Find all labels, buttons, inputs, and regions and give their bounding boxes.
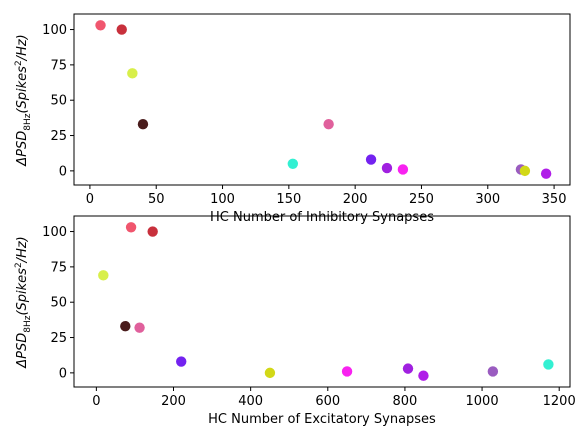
top-data-point <box>127 68 138 79</box>
top-plot-ticks: 0 50 100 150 200 250 300 350 0 25 50 75 100 <box>42 23 566 207</box>
top-scatter-plot: 0 50 100 150 200 250 300 350 0 25 50 75 100 HC Numbe… <box>14 13 571 225</box>
bottom-plot-frame <box>73 215 571 388</box>
top-x-tick-label: 150 <box>276 192 301 207</box>
top-data-point <box>116 24 127 35</box>
top-data-point <box>323 119 334 130</box>
top-x-tick-label: 50 <box>148 192 165 207</box>
bottom-x-tick-label: 800 <box>393 394 418 409</box>
top-data-point <box>381 162 393 174</box>
bottom-y-axis-label: ΔPSD8Hz(Spikes2/Hz) <box>14 236 33 369</box>
top-y-tick-label: 50 <box>50 94 67 109</box>
top-data-point <box>365 154 377 165</box>
bottom-y-tick-label: 0 <box>59 366 67 381</box>
bottom-data-point <box>134 322 145 333</box>
top-plot-points <box>95 20 552 179</box>
bottom-y-tick-label: 100 <box>42 225 67 240</box>
top-x-tick-label: 350 <box>542 192 567 207</box>
bottom-plot-ticks: 0 200 400 600 800 1000 1200 0 25 50 75 100 <box>42 225 576 409</box>
bottom-data-point <box>487 366 499 377</box>
bottom-y-tick-label: 25 <box>50 331 67 346</box>
bottom-x-axis-label: HC Number of Excitatory Synapses <box>208 412 436 427</box>
bottom-plot-points <box>98 222 554 381</box>
bottom-data-point <box>341 366 353 377</box>
bottom-data-point <box>176 356 187 367</box>
bottom-x-tick-label: 200 <box>161 394 186 409</box>
top-x-tick-label: 250 <box>409 192 434 207</box>
top-x-tick-label: 200 <box>343 192 368 207</box>
top-x-tick-label: 0 <box>86 192 94 207</box>
top-y-axis-label: ΔPSD8Hz(Spikes2/Hz) <box>14 34 33 167</box>
top-plot-frame <box>73 13 571 186</box>
top-data-point <box>519 165 531 177</box>
bottom-x-tick-label: 1200 <box>543 394 576 409</box>
bottom-x-tick-label: 600 <box>315 394 340 409</box>
top-x-tick-label: 100 <box>210 192 235 207</box>
bottom-data-point <box>125 222 137 233</box>
top-data-point <box>137 119 149 130</box>
bottom-data-point <box>98 270 109 281</box>
top-y-tick-label: 75 <box>50 58 67 73</box>
bottom-scatter-plot: 0 200 400 600 800 1000 1200 0 25 50 75 100 HC Numbe… <box>14 215 576 427</box>
bottom-x-tick-label: 0 <box>92 394 100 409</box>
top-data-point <box>540 168 552 179</box>
top-x-tick-label: 300 <box>475 192 500 207</box>
bottom-x-tick-label: 400 <box>238 394 263 409</box>
top-data-point <box>397 164 409 175</box>
top-x-axis-label: HC Number of Inhibitory Synapses <box>210 210 434 225</box>
top-data-point <box>287 158 299 170</box>
top-y-tick-label: 25 <box>50 129 67 144</box>
top-data-point <box>95 20 106 31</box>
top-y-tick-label: 100 <box>42 23 67 38</box>
bottom-x-tick-label: 1000 <box>466 394 499 409</box>
bottom-data-point <box>120 321 131 332</box>
bottom-y-tick-label: 50 <box>50 296 67 311</box>
bottom-data-point <box>147 226 158 237</box>
bottom-data-point <box>402 363 414 374</box>
bottom-data-point <box>264 367 276 379</box>
bottom-data-point <box>418 370 429 381</box>
top-y-tick-label: 0 <box>59 164 67 179</box>
bottom-data-point <box>543 359 554 370</box>
bottom-y-tick-label: 75 <box>50 260 67 275</box>
